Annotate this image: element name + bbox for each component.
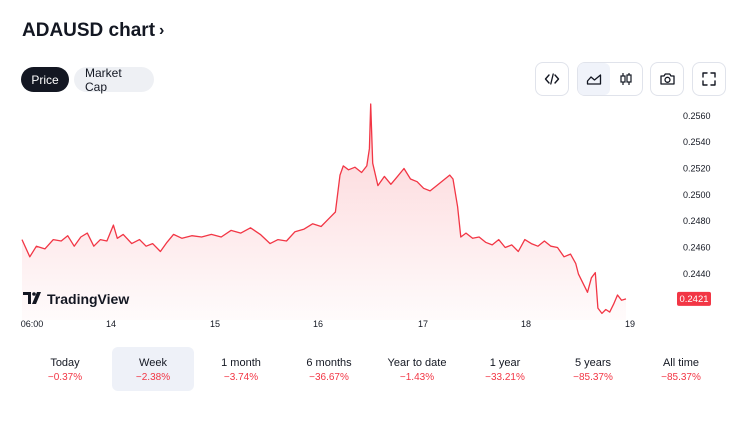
fullscreen-button[interactable]: [693, 63, 725, 95]
period-5-years[interactable]: 5 years −85.37%: [552, 347, 634, 391]
x-tick-label: 19: [625, 319, 635, 329]
period-all-time[interactable]: All time −85.37%: [640, 347, 722, 391]
price-chart-svg: 0.2560 0.2540 0.2520 0.2500 0.2480 0.2460 0.24…: [21, 103, 711, 329]
y-tick-label: 0.2460: [683, 243, 711, 253]
period-change: −36.67%: [309, 372, 349, 383]
x-tick-label: 06:00: [21, 319, 44, 329]
snapshot-button-group: [650, 62, 684, 96]
period-label: 6 months: [306, 357, 352, 369]
period-change: −0.37%: [47, 372, 83, 383]
tab-market-cap[interactable]: Market Cap: [74, 66, 154, 94]
fullscreen-icon: [702, 72, 716, 86]
period-1-year[interactable]: 1 year −33.21%: [464, 347, 546, 391]
period-change: −2.38%: [135, 372, 171, 383]
price-chart[interactable]: 0.2560 0.2540 0.2520 0.2500 0.2480 0.2460 0.24…: [0, 100, 750, 340]
period-today[interactable]: Today −0.37%: [24, 347, 106, 391]
period-year-to-date[interactable]: Year to date −1.43%: [376, 347, 458, 391]
y-tick-label: 0.2500: [683, 190, 711, 200]
chart-title-link[interactable]: ADAUSD chart ›: [22, 20, 164, 42]
y-tick-label: 0.2560: [683, 111, 711, 121]
fullscreen-button-group: [692, 62, 726, 96]
period-label: Year to date: [387, 357, 447, 369]
x-tick-label: 15: [210, 319, 220, 329]
period-label: All time: [662, 357, 700, 369]
embed-code-icon: [544, 73, 560, 85]
last-price-value: 0.2421: [679, 294, 708, 305]
chart-title: ADAUSD chart: [22, 20, 156, 41]
chart-style-group: [577, 62, 643, 96]
x-tick-label: 16: [313, 319, 323, 329]
y-tick-label: 0.2440: [683, 269, 711, 279]
period-1-month[interactable]: 1 month −3.74%: [200, 347, 282, 391]
tradingview-watermark: TradingView: [23, 291, 129, 307]
period-week[interactable]: Week −2.38%: [112, 347, 194, 391]
period-label: Today: [50, 357, 80, 369]
period-label: 1 month: [221, 357, 261, 369]
period-change: −1.43%: [399, 372, 435, 383]
tradingview-logo-icon: [23, 292, 41, 304]
period-change: −85.37%: [661, 372, 701, 383]
embed-code-button[interactable]: [536, 63, 568, 95]
period-6-months[interactable]: 6 months −36.67%: [288, 347, 370, 391]
x-tick-label: 17: [418, 319, 428, 329]
price-line: [21, 103, 627, 315]
period-change: −85.37%: [573, 372, 613, 383]
area-chart-icon: [586, 74, 602, 85]
tab-price[interactable]: Price: [21, 67, 69, 92]
x-tick-label: 18: [521, 319, 531, 329]
period-label: 1 year: [489, 357, 521, 369]
period-selector: Today −0.37% Week −2.38% 1 month −3.74% …: [0, 347, 750, 393]
last-price-label: 0.2421: [677, 291, 711, 306]
candles-chart-button[interactable]: [610, 63, 642, 95]
period-label: 5 years: [574, 357, 612, 369]
y-tick-label: 0.2540: [683, 137, 711, 147]
x-axis: 06:00 14 15 16 17 18 19: [21, 319, 635, 329]
y-axis: 0.2560 0.2540 0.2520 0.2500 0.2480 0.2460 0.24…: [683, 111, 711, 279]
y-tick-label: 0.2520: [683, 164, 711, 174]
price-area: [22, 104, 626, 320]
area-chart-button[interactable]: [578, 63, 610, 95]
watermark-text: TradingView: [47, 291, 129, 307]
period-label: Week: [139, 357, 167, 369]
period-change: −33.21%: [485, 372, 525, 383]
camera-icon: [659, 73, 675, 85]
period-change: −3.74%: [223, 372, 259, 383]
snapshot-button[interactable]: [651, 63, 683, 95]
y-tick-label: 0.2480: [683, 216, 711, 226]
candles-icon: [620, 73, 632, 85]
x-tick-label: 14: [106, 319, 116, 329]
chevron-right-icon: ›: [159, 22, 165, 39]
embed-button-group: [535, 62, 569, 96]
